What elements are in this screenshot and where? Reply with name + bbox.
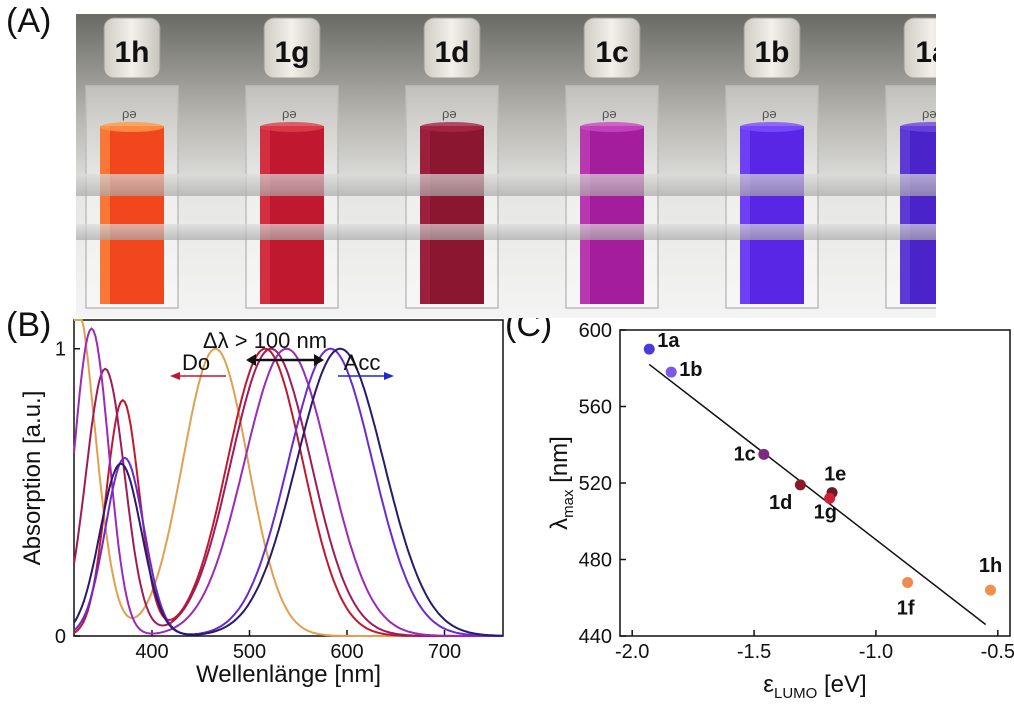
point-1g xyxy=(824,492,836,504)
cuvette-meniscus xyxy=(580,122,644,132)
cuvette-cap xyxy=(263,17,321,79)
cuvette-label: 1d xyxy=(434,36,469,69)
spectrum-line-5 xyxy=(73,347,503,637)
spectrum-line-4 xyxy=(73,327,503,637)
y-axis-label: Absorption [a.u.] xyxy=(19,391,46,566)
point-label-1d: 1d xyxy=(769,492,792,514)
acceptor-arrow-head xyxy=(384,372,394,380)
y-tick-label: 440 xyxy=(579,626,612,648)
y-tick-label: 1 xyxy=(55,339,66,361)
point-label-1h: 1h xyxy=(979,555,1002,577)
cuvette-label: 1c xyxy=(595,36,628,69)
x-tick-label: -1.5 xyxy=(737,641,771,663)
cuvette-meniscus xyxy=(420,122,484,132)
cuvette-marking: ρə xyxy=(442,106,457,121)
point-1b xyxy=(665,366,677,378)
cuvette-marking: ρə xyxy=(762,106,777,121)
fit-line xyxy=(648,363,987,626)
point-1h xyxy=(985,584,996,596)
absorption-spectra-chart: 400 500 600 700 0 1 Wellenlänge [nm] Absorption… xyxy=(19,319,504,688)
y-tick-label: 560 xyxy=(579,397,612,419)
x-tick-label: 500 xyxy=(233,641,266,663)
point-label-1f: 1f xyxy=(897,597,915,619)
cuvette-liquid xyxy=(100,126,164,304)
cuvette-cap xyxy=(103,17,161,79)
x-axis-label: εLUMO [eV] xyxy=(763,671,866,702)
cuvette-1c: 1c ρə xyxy=(565,17,659,309)
cuvette-marking: ρə xyxy=(602,106,617,121)
panel-label-b: (B) xyxy=(6,306,52,344)
cuvette-meniscus xyxy=(740,122,804,132)
point-1f xyxy=(902,576,914,588)
cuvette-highlight xyxy=(900,126,910,304)
cuvette-cap xyxy=(583,17,641,79)
rack-rail-upper xyxy=(76,174,936,196)
x-axis-label: Wellenlänge [nm] xyxy=(196,661,381,688)
cuvette-photo: 1h ρə 1g ρə 1d ρə 1c ρə 1b ρə 1a ρə xyxy=(76,14,936,318)
cuvette-cap xyxy=(743,17,801,79)
x-tick-label: -0.5 xyxy=(981,641,1014,663)
cuvette-1g: 1g ρə xyxy=(245,17,339,309)
lambda-max-vs-lumo-chart: -2.0 -1.5 -1.0 -0.5 440 480 520 560 600 εLUMO [eV… xyxy=(546,320,1014,702)
x-tick-label: 600 xyxy=(330,641,363,663)
point-1a xyxy=(643,343,655,355)
cuvette-liquid xyxy=(580,126,644,304)
panel-label-a: (A) xyxy=(6,2,52,40)
delta-arrow-left-head xyxy=(246,354,256,366)
acceptor-annotation: Acc xyxy=(344,350,381,375)
point-label-1b: 1b xyxy=(679,359,702,381)
cuvette-cap xyxy=(903,17,936,79)
rack-rail-lower xyxy=(76,224,936,240)
donor-arrow-head xyxy=(170,372,180,380)
point-1d xyxy=(794,479,806,491)
y-tick-label: 480 xyxy=(579,550,612,572)
cuvette-highlight xyxy=(100,126,110,304)
cuvette-1b: 1b ρə xyxy=(725,17,819,309)
cuvette-liquid xyxy=(420,126,484,304)
y-tick-label: 0 xyxy=(55,626,66,648)
delta-lambda-annotation: Δλ > 100 nm xyxy=(203,328,327,353)
donor-annotation: Do xyxy=(182,350,210,375)
spectrum-line-6 xyxy=(73,347,503,637)
cuvette-highlight xyxy=(580,126,590,304)
x-tick-label: 400 xyxy=(135,641,168,663)
cuvette-marking: ρə xyxy=(922,106,936,121)
point-label-1e: 1e xyxy=(824,464,846,486)
x-tick-label: -1.0 xyxy=(859,641,893,663)
point-1c xyxy=(758,448,770,460)
x-tick-label: -2.0 xyxy=(615,641,649,663)
cuvette-meniscus xyxy=(100,122,164,132)
x-tick-label: 700 xyxy=(428,641,461,663)
cuvette-meniscus xyxy=(260,122,324,132)
cuvette-cap xyxy=(423,17,481,79)
cuvette-label: 1h xyxy=(114,36,149,69)
cuvette-highlight xyxy=(420,126,430,304)
cuvette-label: 1g xyxy=(274,36,309,69)
point-label-1a: 1a xyxy=(657,330,680,352)
cuvette-marking: ρə xyxy=(122,106,137,121)
cuvette-1a: 1a ρə xyxy=(885,17,936,309)
cuvette-highlight xyxy=(740,126,750,304)
y-axis-label: λmax [nm] xyxy=(546,436,577,530)
cuvette-meniscus xyxy=(900,122,936,132)
y-tick-label: 600 xyxy=(579,320,612,342)
y-tick-label: 520 xyxy=(579,473,612,495)
cuvette-label: 1a xyxy=(915,36,936,69)
point-label-1c: 1c xyxy=(734,443,756,465)
point-label-1g: 1g xyxy=(814,501,837,523)
cuvette-liquid xyxy=(740,126,804,304)
plot-frame xyxy=(73,319,504,637)
cuvette-liquid xyxy=(260,126,324,304)
cuvette-1h: 1h ρə xyxy=(85,17,179,309)
cuvette-highlight xyxy=(260,126,270,304)
cuvette-label: 1b xyxy=(754,36,789,69)
delta-arrow-right-head xyxy=(314,354,324,366)
cuvette-1d: 1d ρə xyxy=(405,17,499,309)
cuvette-marking: ρə xyxy=(282,106,297,121)
